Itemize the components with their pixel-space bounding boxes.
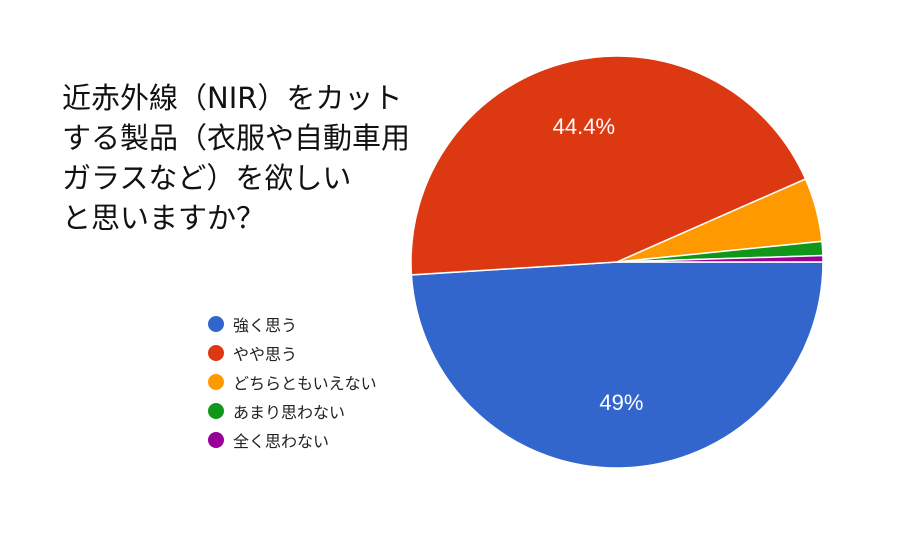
pie-slice-1 xyxy=(410,261,824,469)
legend-label-5: 全く思わない xyxy=(233,431,330,451)
legend-swatch-1 xyxy=(208,315,224,332)
legend-label-1: 強く思う xyxy=(233,315,298,335)
legend-swatch-2 xyxy=(208,344,224,361)
slice-value-label-2: 44.4% xyxy=(553,114,615,139)
pie-slice-2 xyxy=(410,55,807,276)
legend-swatch-4 xyxy=(208,402,224,419)
legend-label-4: あまり思わない xyxy=(233,402,346,422)
legend-item-2: やや思う xyxy=(208,338,377,367)
legend-item-3: どちらともいえない xyxy=(208,367,377,396)
legend-label-2: やや思う xyxy=(233,344,298,364)
chart-title: 近赤外線（NIR）をカット する製品（衣服や自動車用 ガラスなど）を欲しい と思… xyxy=(62,78,442,238)
legend-item-4: あまり思わない xyxy=(208,396,377,425)
pie-slices xyxy=(410,55,824,469)
legend-item-5: 全く思わない xyxy=(208,425,377,454)
slice-value-label-1: 49% xyxy=(599,390,643,415)
pie-slice-5 xyxy=(616,254,824,263)
pie-labels: 49% 44.4% xyxy=(553,114,644,415)
legend-item-1: 強く思う xyxy=(208,309,377,338)
chart-title-line-2: する製品（衣服や自動車用 xyxy=(62,121,411,155)
legend-label-3: どちらともいえない xyxy=(233,373,377,393)
legend-swatch-3 xyxy=(208,373,224,390)
legend-swatch-5 xyxy=(208,431,224,448)
chart-title-line-4: と思いますか？ xyxy=(62,201,266,235)
chart-title-line-3: ガラスなど）を欲しい xyxy=(62,161,352,195)
chart-legend: 強く思うやや思うどちらともいえない あまり思わない 全く思わない xyxy=(208,309,377,454)
chart-title-line-1: 近赤外線（NIR）をカット xyxy=(62,81,403,115)
